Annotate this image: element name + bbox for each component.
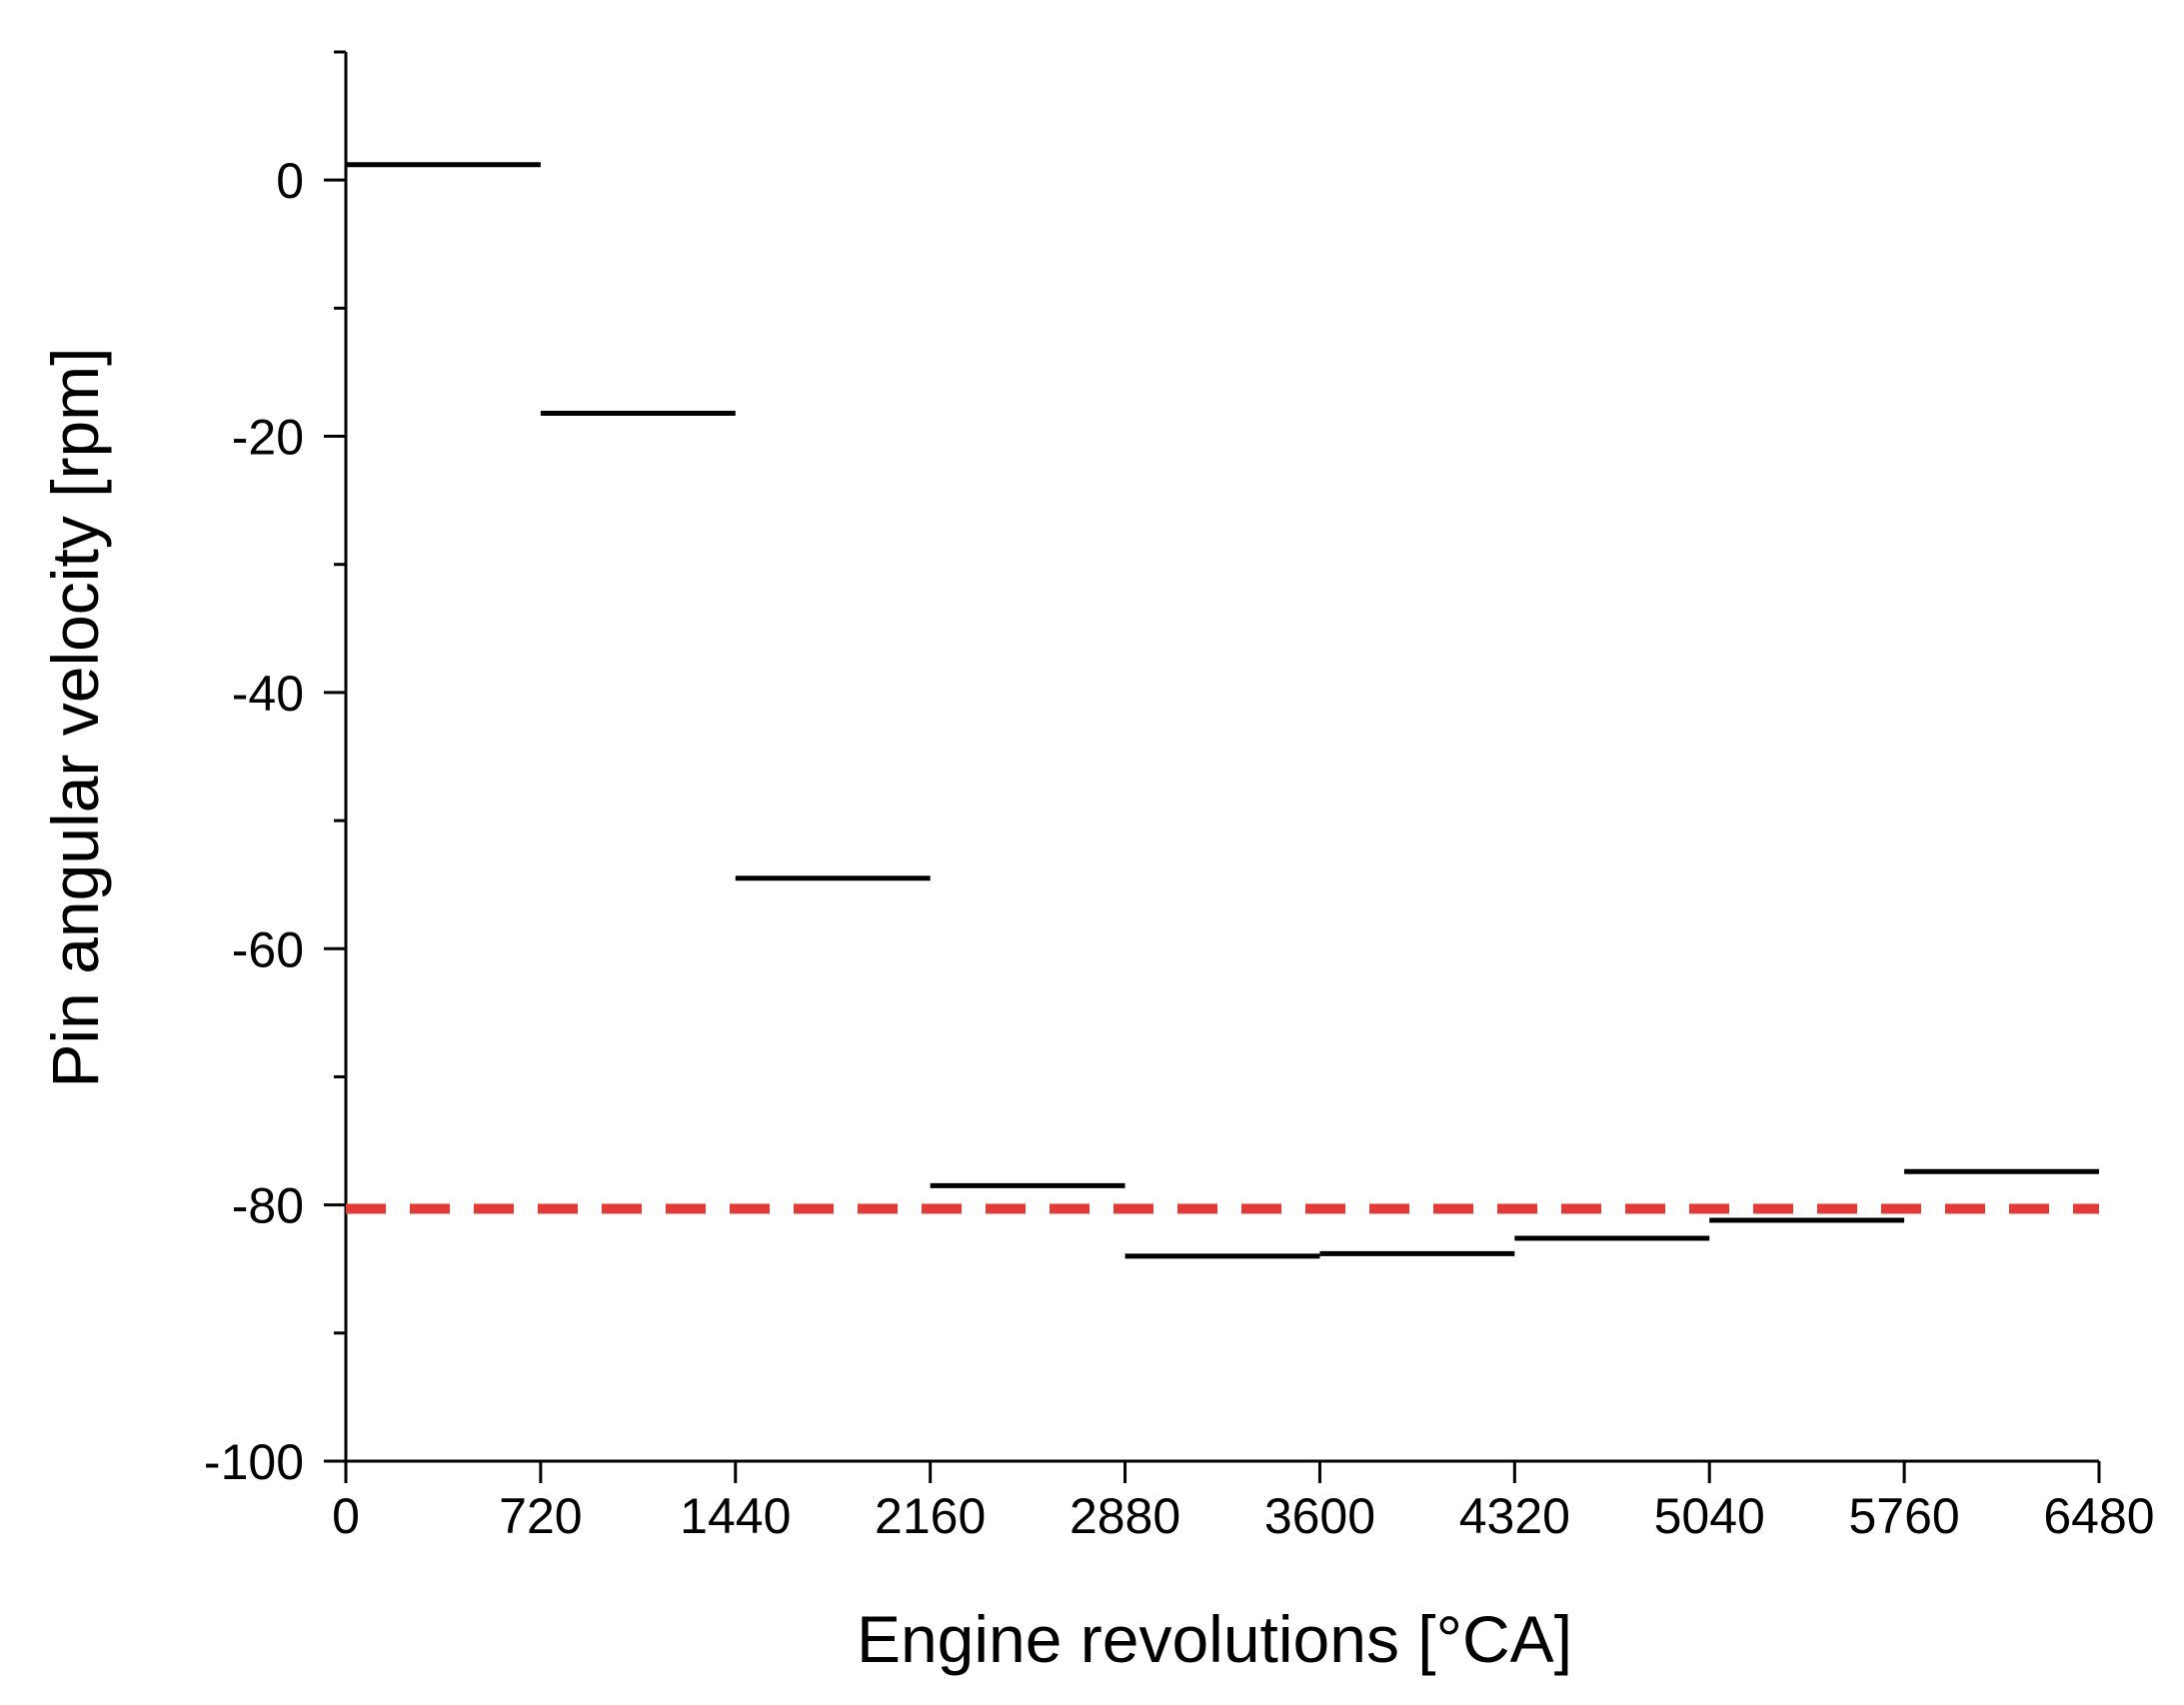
- x-tick-label: 4320: [1459, 1488, 1570, 1544]
- axes: 0 720 1440 2160 2880 3600 4320 5040 5760 6480 0 -20…: [204, 50, 2155, 1544]
- plot-marks: [346, 162, 2099, 1259]
- x-tick-label: 5760: [1848, 1488, 1959, 1544]
- x-tick-label: 720: [499, 1488, 582, 1544]
- y-tick-label: -20: [232, 410, 304, 466]
- x-tick-label: 0: [332, 1488, 360, 1544]
- x-tick-label: 3600: [1264, 1488, 1375, 1544]
- y-tick-label: -60: [232, 921, 304, 977]
- y-tick-label: 0: [276, 153, 304, 209]
- y-tick-label: -40: [232, 666, 304, 722]
- x-tick-label: 2880: [1070, 1488, 1180, 1544]
- y-tick-label: -80: [232, 1178, 304, 1234]
- x-tick-label: 2160: [875, 1488, 986, 1544]
- x-tick-label: 5040: [1654, 1488, 1765, 1544]
- y-axis-title: Pin angular velocity [rpm]: [38, 348, 112, 1088]
- x-tick-label: 6480: [2043, 1488, 2154, 1544]
- x-tick-label: 1440: [680, 1488, 791, 1544]
- y-tick-label: -100: [204, 1434, 304, 1490]
- x-axis-title: Engine revolutions [°CA]: [857, 1602, 1572, 1676]
